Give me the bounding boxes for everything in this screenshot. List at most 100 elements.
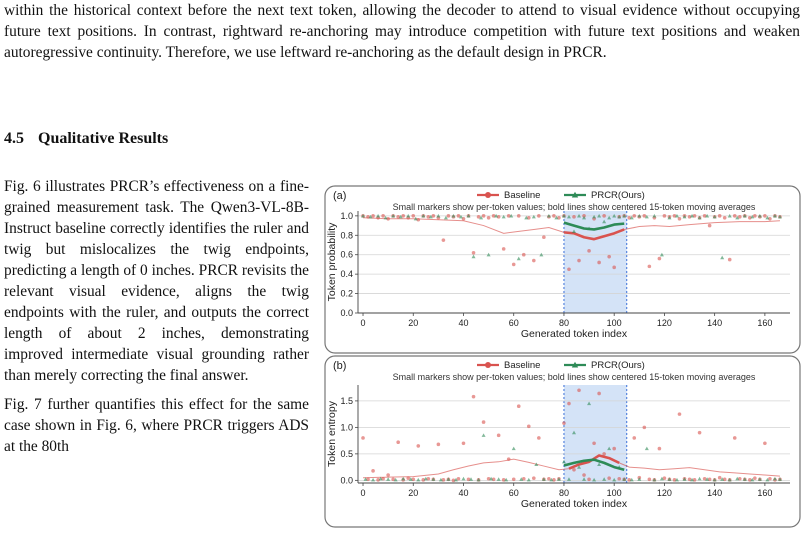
data-point [428, 214, 433, 219]
data-point [436, 442, 441, 447]
y-tick-label: 0.4 [340, 269, 353, 279]
y-tick-label: 0.5 [340, 449, 353, 459]
data-point [697, 215, 702, 220]
y-tick-label: 1.0 [340, 422, 353, 432]
data-point [471, 394, 476, 399]
data-point [461, 476, 466, 481]
data-point [644, 446, 649, 451]
data-point [742, 213, 747, 218]
data-point [521, 476, 526, 481]
y-tick-label: 1.5 [340, 396, 353, 406]
data-point [644, 214, 649, 219]
data-point [363, 477, 368, 481]
data-point [366, 477, 370, 482]
data-point [642, 214, 647, 218]
data-point [426, 215, 431, 219]
data-point [572, 215, 576, 219]
data-point [602, 477, 607, 481]
data-point [486, 216, 491, 220]
data-point [371, 214, 375, 218]
legend-baseline-label: Baseline [504, 190, 540, 201]
legend-baseline-marker [485, 192, 491, 198]
data-point [697, 430, 702, 435]
data-point [421, 213, 426, 218]
data-point [697, 476, 702, 481]
data-point [572, 467, 576, 472]
data-point [481, 214, 486, 218]
x-tick-label: 60 [509, 488, 519, 498]
data-point [376, 213, 381, 218]
data-point [732, 436, 737, 440]
data-point [629, 215, 634, 220]
data-point [506, 457, 511, 461]
data-point [632, 436, 637, 440]
data-point [705, 477, 710, 481]
data-point [371, 477, 376, 482]
figure: (a) Baseline PRCR(Ours) Small markers show … [322, 184, 802, 530]
data-point [677, 216, 682, 221]
data-point [597, 391, 601, 396]
data-point [707, 223, 712, 228]
y-axis-label: Token entropy [326, 400, 338, 467]
data-point [406, 476, 411, 481]
data-point [572, 229, 576, 233]
data-point [436, 213, 441, 218]
data-point [542, 235, 546, 240]
data-point [531, 214, 536, 219]
y-tick-label: 0.0 [340, 475, 353, 485]
x-tick-label: 60 [509, 318, 519, 328]
data-point [567, 267, 571, 272]
data-point [456, 214, 461, 218]
data-point [748, 478, 752, 482]
data-point [627, 478, 632, 482]
data-point [682, 477, 687, 481]
data-point [562, 421, 566, 425]
y-tick-label: 0.0 [340, 308, 353, 318]
data-point [735, 215, 740, 220]
x-tick-label: 140 [707, 488, 722, 498]
data-point [577, 465, 582, 469]
data-point [381, 214, 385, 218]
data-point [366, 215, 370, 219]
data-point [504, 477, 509, 482]
data-point [526, 424, 531, 429]
data-point [607, 215, 612, 220]
data-point [567, 401, 571, 406]
data-point [547, 476, 551, 481]
data-point [451, 213, 456, 218]
data-point [622, 477, 627, 481]
data-point [632, 214, 637, 218]
data-point [727, 213, 732, 218]
data-point [416, 444, 421, 448]
x-axis-label: Generated token index [521, 498, 628, 510]
data-point [516, 404, 521, 408]
y-axis-label: Token probability [326, 222, 338, 302]
data-point [416, 477, 421, 482]
data-point [506, 214, 511, 218]
data-point [587, 249, 591, 253]
data-point [737, 476, 742, 481]
data-point [438, 477, 443, 482]
data-point [720, 255, 725, 260]
data-point [393, 477, 398, 482]
data-point [491, 214, 496, 218]
data-point [772, 213, 777, 218]
data-point [546, 213, 551, 218]
data-point [582, 215, 587, 220]
data-point [659, 476, 664, 481]
data-point [765, 477, 770, 482]
legend-ours-marker [571, 361, 579, 368]
data-point [777, 477, 782, 481]
data-point [381, 476, 385, 481]
x-tick-label: 160 [757, 318, 772, 328]
data-point [612, 265, 616, 270]
data-point [763, 441, 767, 446]
data-point [539, 252, 544, 257]
data-point [519, 477, 524, 481]
data-point [561, 459, 566, 464]
data-point [577, 258, 581, 263]
data-point [421, 478, 426, 482]
data-point [577, 213, 582, 218]
data-point [526, 216, 531, 220]
y-tick-label: 0.6 [340, 250, 353, 260]
